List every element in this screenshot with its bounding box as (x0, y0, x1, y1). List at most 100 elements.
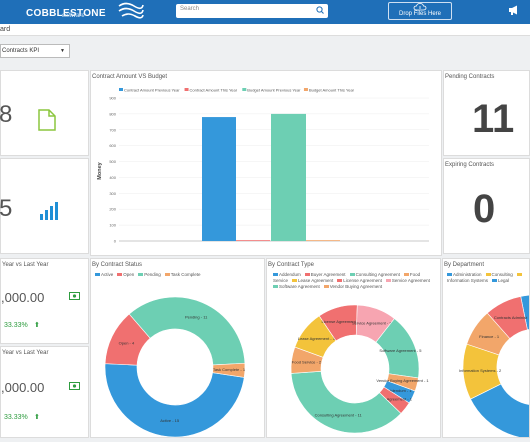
legend-item[interactable]: Vendor Buying Agreement (323, 284, 383, 289)
arrow-up-icon: ⬆ (34, 322, 40, 329)
kpi-value: 8 (0, 101, 13, 128)
chart-legend: Active Open Pending Task Complete (95, 272, 205, 277)
legend-label: License Agreement (343, 278, 382, 283)
y-tick-label: 0 (114, 239, 117, 244)
contract-amount-chart-card: Contract Amount VS Budget Contract Amoun… (90, 70, 442, 256)
y-tick-label: 800 (109, 111, 116, 116)
legend-label: Vendor Buying Agreement (329, 284, 383, 289)
legend-label: Legal (498, 278, 510, 283)
legend-item[interactable]: Open (117, 272, 134, 277)
legend-label: Software Agreement (279, 284, 320, 289)
pending-contracts-card[interactable]: Pending Contracts 11 (443, 70, 530, 156)
slice-active[interactable] (104, 363, 245, 438)
slice-vendor-buying-agreement[interactable] (386, 373, 419, 392)
bar-contract-amount-previous-year[interactable] (202, 117, 236, 241)
slice-consulting-agreement[interactable] (290, 371, 402, 434)
legend-label: Active (101, 272, 114, 277)
slice-contracts-administration[interactable] (486, 296, 528, 339)
slice-label: Lease Agreement - 3 (298, 336, 336, 341)
dashboard-select[interactable]: Contracts KPI ▼ (0, 44, 70, 58)
logo-subtext: software (62, 13, 85, 19)
slice-legal[interactable] (470, 295, 530, 438)
slice-task-complete[interactable] (212, 362, 246, 378)
slice-label: Open - 4 (119, 341, 135, 346)
expiring-contracts-value: 0 (473, 187, 496, 231)
legend-item[interactable]: Information Systems (447, 272, 523, 283)
bar-budget-amount-previous-year[interactable] (271, 113, 306, 241)
donut-chart: Legal - 1Information Systems - 2Finance … (459, 295, 530, 438)
legend-item[interactable]: Consulting Agreement (349, 272, 400, 277)
legend-item[interactable]: Active (95, 272, 113, 277)
chart-title: Contract Amount VS Budget (92, 74, 168, 80)
bar-contract-amount-this-year[interactable] (236, 240, 270, 241)
legend-item[interactable]: Service Agreement (385, 278, 430, 283)
legend-label: Task Complete (170, 272, 201, 277)
slice-label: Information Systems - 2 (459, 368, 502, 373)
legend-swatch (95, 273, 100, 277)
legend-label: Budget Amount This Year (309, 88, 355, 93)
legend-label: Consulting (491, 272, 513, 277)
card-title: Year vs Last Year (2, 262, 49, 268)
legend-item[interactable]: Food Service (273, 272, 420, 283)
cloud-upload-icon (413, 3, 427, 11)
megaphone-icon[interactable] (508, 5, 520, 15)
slice-label: Finance - 1 (479, 334, 500, 339)
slice-label: Addendum - 1 (386, 388, 412, 393)
chart-title: By Contract Status (92, 262, 143, 268)
legend-item[interactable]: Lease Agreement (292, 278, 333, 283)
legend-swatch (492, 279, 498, 283)
drop-files-label: Drop Files Here (398, 11, 441, 17)
legend-item[interactable]: Software Agreement (273, 284, 320, 289)
slice-pending[interactable] (128, 296, 246, 366)
expiring-contracts-card[interactable]: Expiring Contracts 0 (443, 158, 530, 254)
year-vs-last-year-card-1: Year vs Last Year ,000.00 33.33% ⬆ (0, 258, 89, 344)
kpi-card-count: 5 (0, 158, 89, 254)
bar-budget-amount-this-year[interactable] (306, 240, 340, 241)
money-icon (69, 292, 80, 300)
legend-label: Budget Amount Previous Year (247, 88, 301, 93)
legend-item[interactable]: Addendum (273, 272, 301, 277)
contract-status-chart-card: By Contract Status Active Open Pending Task… (90, 258, 265, 438)
y-tick-label: 900 (109, 96, 116, 101)
legend-item[interactable]: Legal (492, 278, 509, 283)
slice-label: License Agreement - 3 (322, 319, 363, 324)
expiring-contracts-title: Expiring Contracts (445, 162, 495, 168)
legend-item[interactable]: Administration (447, 272, 482, 277)
legend-item[interactable]: Pending (138, 272, 161, 277)
y-tick-label: 300 (109, 191, 116, 196)
slice-label: Task Complete - 1 (213, 367, 246, 372)
pending-contracts-title: Pending Contracts (445, 74, 495, 80)
search-icon[interactable] (316, 6, 324, 14)
legend-swatch (273, 285, 278, 289)
legend-swatch (323, 285, 329, 289)
legend-swatch (184, 88, 189, 91)
money-icon (69, 382, 80, 390)
y-tick-label: 600 (109, 143, 116, 148)
legend-label: Contract Amount Previous Year (124, 88, 180, 93)
slice-label: Vendor Buying Agreement - 1 (376, 378, 429, 383)
search-input[interactable]: Search (176, 4, 328, 18)
y-tick-label: 500 (109, 159, 116, 164)
logo-text: COBBLESTONE (26, 8, 106, 19)
legend-item[interactable]: Task Complete (164, 272, 201, 277)
legend-swatch (242, 88, 247, 91)
legend-item[interactable]: Consulting (485, 272, 513, 277)
slice-label: Active - 15 (160, 418, 180, 423)
legend-item[interactable]: License Agreement (337, 278, 382, 283)
legend-swatch (119, 88, 123, 91)
arrow-up-icon: ⬆ (34, 414, 40, 421)
drop-files-button[interactable]: Drop Files Here (388, 2, 452, 20)
bar-chart-icon (40, 202, 58, 220)
dashboard-subheader: ard (0, 24, 530, 36)
legend-label: Service Agreement (391, 278, 430, 283)
chart-title: By Contract Type (268, 262, 314, 268)
chart-legend: Administration ConsultingInformation Syst… (447, 272, 529, 284)
percent-change: 33.33% (4, 414, 28, 421)
legend-swatch (273, 273, 278, 277)
slice-label: Contracts Administ (494, 315, 528, 320)
donut-chart: Addendum - 1 Buyer Agreement - 1 Consultin… (290, 304, 429, 434)
cobblestone-logo[interactable]: COBBLESTONE software (26, 2, 144, 21)
kpi-value: 5 (0, 195, 13, 222)
legend-item[interactable]: Buyer Agreement (304, 272, 346, 277)
page-title: ard (0, 26, 11, 33)
